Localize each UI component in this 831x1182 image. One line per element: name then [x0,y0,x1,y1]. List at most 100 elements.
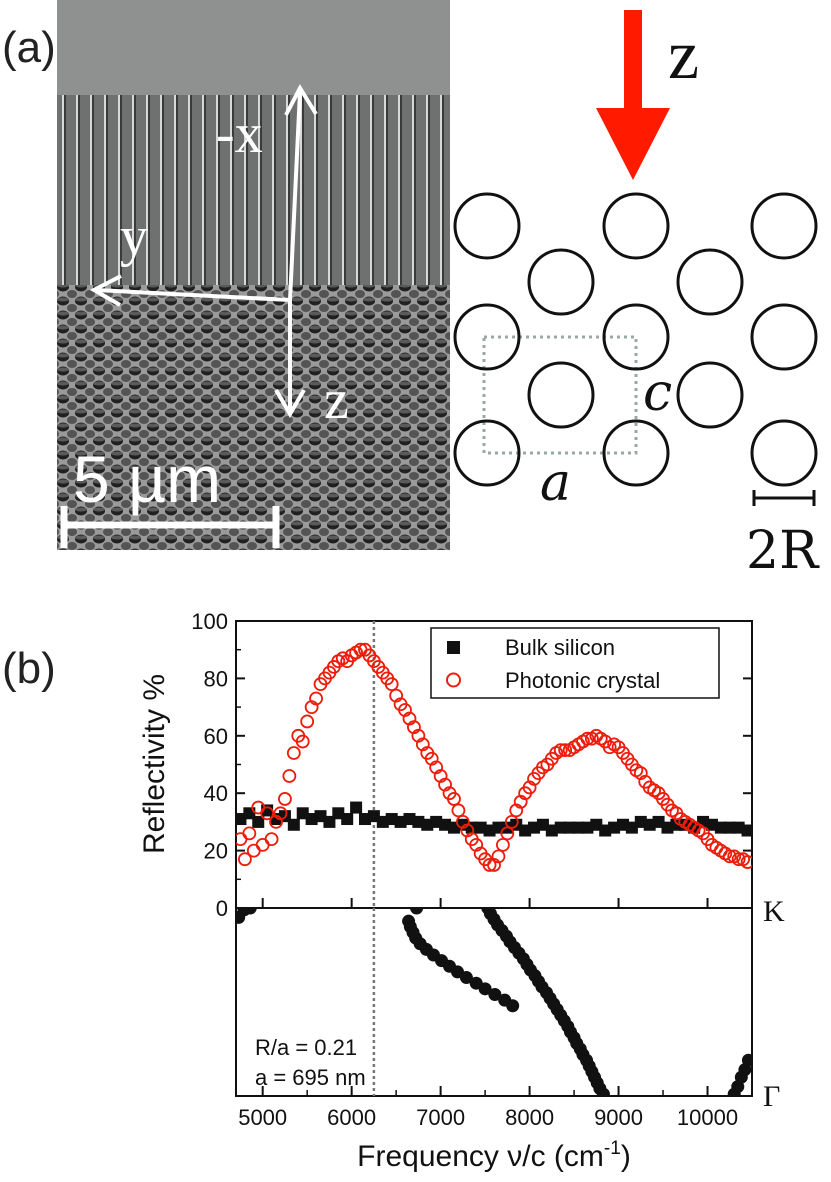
lattice-hole [527,361,595,429]
lattice-hole [676,248,744,316]
photonic-crystal-point [237,852,252,867]
photonic-crystal-point [558,743,573,758]
photonic-crystal-point [740,855,752,869]
beam-z-label: z [668,17,699,94]
legend-marker-crystal [446,672,461,688]
photonic-crystal-point [482,858,497,872]
legend-label-bulk: Bulk silicon [505,635,615,660]
sem-top-surface [57,0,450,100]
band-point [506,999,520,1013]
photonic-crystal-point [553,743,568,758]
xlabel-exponent: -1 [604,1138,621,1159]
band-point [478,982,492,996]
photonic-crystal-point [295,734,310,749]
sem-y-label: y [120,206,148,268]
photonic-crystal-point [286,746,301,760]
photonic-crystal-point [242,826,257,841]
legend-box [430,627,720,699]
x-tick-label: 9000 [594,1105,643,1130]
x-tick-label: 5000 [238,1105,287,1130]
band-point [459,971,473,985]
photonic-crystal-point [384,677,399,692]
radius-label: 2R [746,521,820,581]
y-tick-label: 20 [204,839,228,864]
band-point [488,987,502,1001]
band-point [243,908,257,915]
bulk-silicon-point [341,813,354,826]
band-point [741,1053,752,1067]
bulk-silicon-point [350,801,363,814]
legend-marker-bulk [447,641,460,654]
sem-hole-array [57,285,450,550]
sem-axes: -x y z [89,83,349,431]
annotation-ra: R/a = 0.21 [255,1035,357,1060]
lattice-hole [453,303,521,371]
y-tick-label: 100 [191,609,228,634]
reflectivity-y-axis-title: Reflectivity % [138,674,171,854]
lattice-hole [453,192,521,260]
ylabel-text: Reflectivity [138,701,171,854]
lattice-hole [602,192,670,260]
bulk-silicon-point [287,818,300,831]
y-arrow [95,288,291,302]
photonic-crystal-point [264,832,279,847]
bulk-silicon-point [236,813,247,826]
lattice-schematic: c a 2R [453,192,820,581]
x-tick-label: 6000 [327,1105,376,1130]
photonic-crystal-point [278,792,292,806]
legend-label-crystal: Photonic crystal [505,668,660,693]
lattice-hole [527,248,595,316]
unit-cell [482,335,638,455]
panel-b-label: (b) [2,644,56,693]
y-arrowhead [89,274,122,307]
x-tick-label: 10000 [677,1105,738,1130]
x-tick-label: 8000 [505,1105,554,1130]
lattice-hole [602,303,670,371]
frequency-x-axis-title: Frequency ν/c (cm-1) [357,1138,631,1173]
minus-x-arrow [288,91,302,301]
photonic-crystal-point [722,849,737,864]
symmetry-point-Gamma: Γ [763,1080,780,1113]
band-point [596,1087,610,1096]
photonic-crystal-point [246,843,261,858]
photonic-crystal-point [447,792,461,806]
symmetry-point-K: K [763,895,785,928]
lattice-hole [750,419,818,487]
photonic-crystal-point [255,837,270,852]
z-arrowhead [274,388,306,418]
xlabel-close: ) [621,1140,631,1173]
panel-a-label: (a) [2,23,56,72]
photonic-crystal-point [309,691,323,706]
photonic-crystal-point [451,803,466,818]
photonic-crystal-point [260,806,275,821]
annotation-a: a = 695 nm [255,1065,366,1090]
y-tick-label: 40 [204,781,228,806]
photonic-crystal-point [300,714,315,729]
legend: Bulk silicon Photonic crystal [430,627,720,699]
incident-beam: z [596,10,699,180]
photonic-crystal-point [495,837,510,852]
photonic-crystal-point [282,769,297,783]
minus-x-arrowhead [284,83,318,116]
band-series [236,908,752,1096]
lattice-a-label: a [540,453,571,513]
photonic-crystal-point [491,849,506,864]
reflectivity-series [236,642,752,872]
y-tick-label: 0 [216,896,228,921]
beam-arrowhead [596,108,670,180]
ylabel-unit: % [138,674,171,701]
photonic-crystal-point [580,731,595,746]
frequency-x-ticks: 5000 6000 7000 8000 9000 10000 [238,898,753,1130]
photonic-crystal-point [500,826,515,841]
scale-bar-label: 5 µm [73,442,221,516]
x-tick-label: 7000 [416,1105,465,1130]
sem-minus-x-label: -x [216,103,263,165]
photonic-crystal-point [273,806,288,821]
lattice-hole [602,419,670,487]
sem-etched-grooves [57,95,450,290]
scale-bar: 5 µm [60,442,280,548]
y-tick-label: 80 [204,666,228,691]
band-point [410,908,424,915]
lattice-c-label: c [643,363,672,423]
